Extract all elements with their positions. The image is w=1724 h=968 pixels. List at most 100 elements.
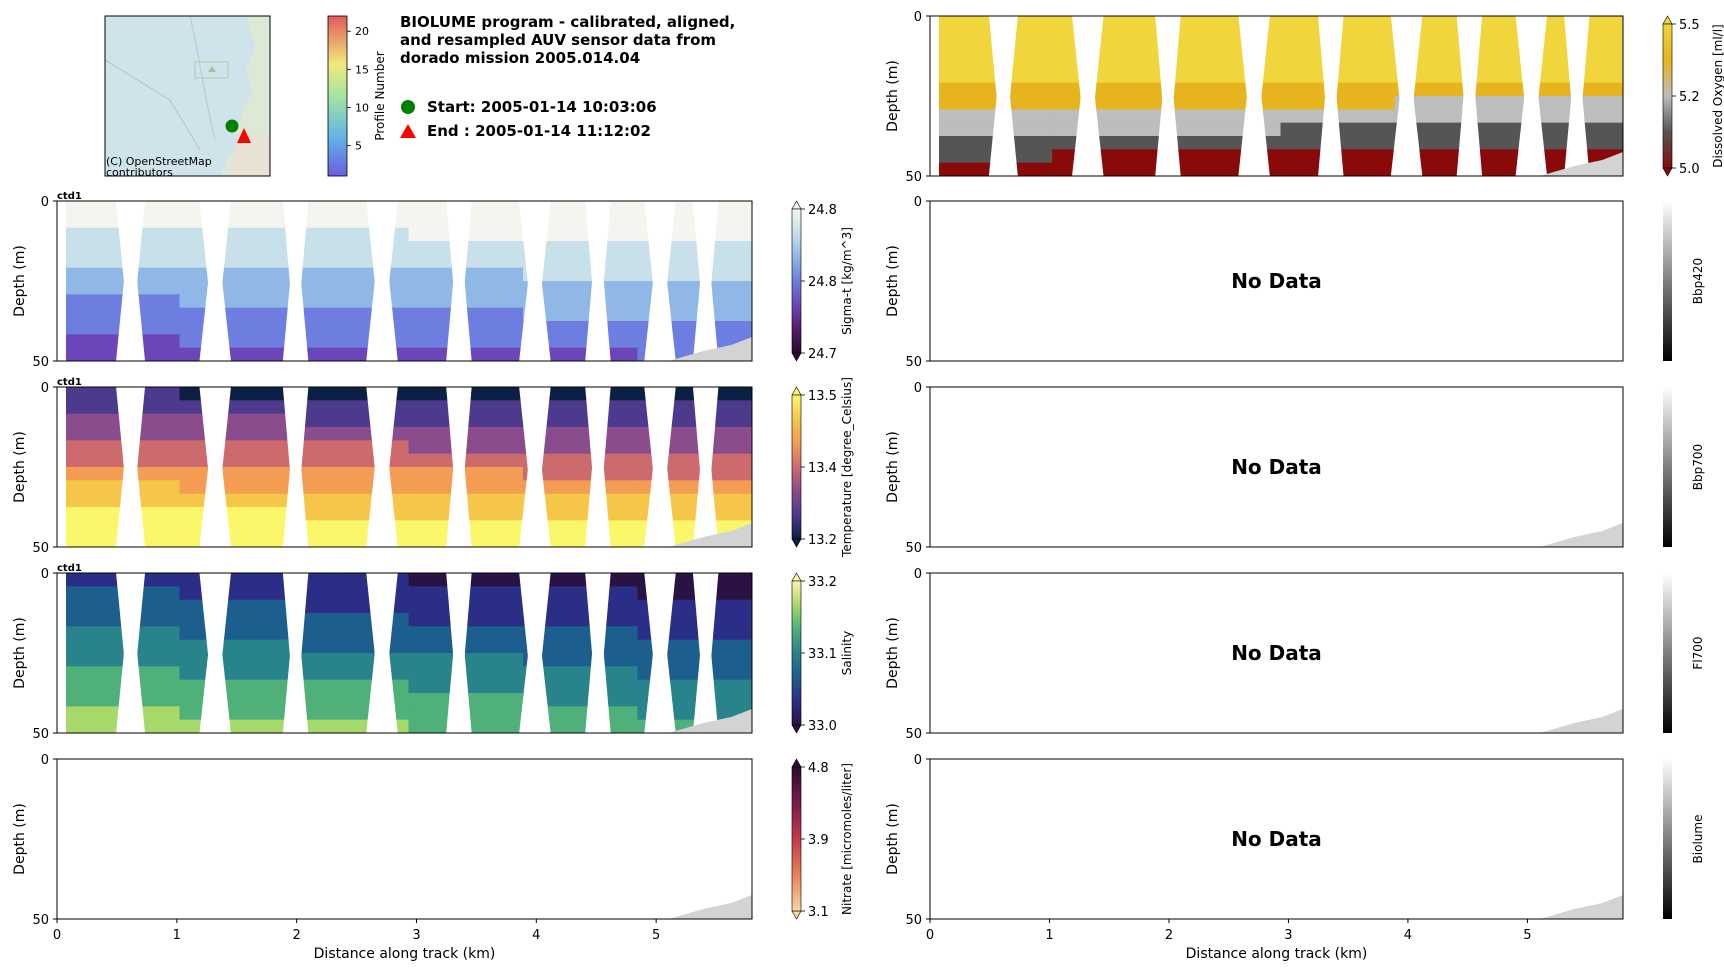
axes-frame — [56, 386, 753, 548]
field-cell — [523, 427, 639, 442]
field-cell — [179, 440, 295, 455]
profile-tick-label: 5 — [355, 140, 362, 153]
field-cell — [1052, 109, 1168, 124]
salinity-gap — [644, 573, 676, 723]
colorbar-label: Sigma-t [kg/m^3] — [840, 227, 854, 335]
colorbar-extend-top — [791, 758, 802, 768]
field-cell — [1394, 42, 1510, 57]
depth-tick-label: 50 — [32, 913, 49, 928]
panel-salinity: 0 50 Depth (m) ctd1 33.2 33.1 33.0 Salinity — [12, 563, 854, 742]
field-cell — [523, 334, 639, 349]
depth-axis-label: Depth (m) — [885, 431, 901, 503]
field-cell — [179, 719, 295, 733]
temperature-gap — [366, 387, 398, 537]
sigma_t-gap — [116, 201, 146, 351]
depth-axis-label: Depth (m) — [12, 245, 28, 317]
field-cell — [523, 254, 639, 269]
field-cell — [523, 679, 639, 694]
salinity-gap — [519, 573, 551, 723]
temperature-gap — [585, 387, 611, 537]
field-cell — [1052, 96, 1168, 111]
depth-tick-label: 0 — [914, 381, 922, 396]
field-cell — [294, 639, 410, 654]
bathymetry — [668, 709, 752, 733]
sensor-tag: ctd1 — [57, 563, 82, 574]
field-cell — [179, 613, 295, 628]
colorbar — [791, 394, 802, 540]
axes-frame — [929, 758, 1624, 920]
colorbar-label: Nitrate [micromoles/liter] — [840, 763, 854, 915]
distance-tick-label: 2 — [1165, 928, 1173, 943]
field-cell — [179, 413, 295, 428]
no-data-text: No Data — [1231, 455, 1322, 479]
field-cell — [179, 467, 295, 482]
plot-area — [57, 201, 752, 361]
depth-tick-label: 0 — [41, 195, 49, 210]
field-cell — [1394, 82, 1510, 97]
panel-fl700: No Data 0 50 Depth (m) Fl700 — [885, 567, 1705, 742]
field-cell — [1052, 162, 1168, 176]
field-cell — [179, 241, 295, 256]
left-margin — [57, 201, 66, 361]
distance-tick-label: 1 — [1045, 928, 1053, 943]
colorbar-tick-label: 3.9 — [808, 833, 829, 848]
depth-tick-label: 50 — [32, 727, 49, 742]
colorbar-tick-label: 3.1 — [808, 905, 829, 920]
distance-tick-label: 5 — [652, 928, 660, 943]
colorbar — [791, 208, 802, 354]
colorbar — [1662, 23, 1673, 169]
plot-area: No Data — [1231, 269, 1322, 293]
distance-tick-label: 4 — [1404, 928, 1412, 943]
field-cell — [523, 467, 639, 482]
plot-area — [668, 895, 752, 919]
field-cell — [523, 626, 639, 641]
field-cell — [938, 82, 1054, 97]
field-cell — [179, 493, 295, 508]
field-cell — [408, 639, 524, 654]
left-margin — [57, 573, 66, 733]
field-cell — [1394, 29, 1510, 44]
axes-frame — [929, 386, 1624, 548]
depth-tick-label: 50 — [32, 355, 49, 370]
oxygen-gap — [1390, 16, 1423, 166]
axes-frame — [929, 15, 1624, 177]
colorbar — [1663, 201, 1672, 361]
bathymetry — [1539, 152, 1623, 176]
depth-tick-label: 0 — [914, 10, 922, 25]
salinity-gap — [446, 573, 472, 723]
sigma_t-gap — [366, 201, 398, 351]
field-cell — [1166, 96, 1282, 111]
oxygen-gap — [1564, 16, 1590, 166]
oxygen-gap — [988, 16, 1018, 166]
field-cell — [523, 440, 639, 455]
field-cell — [1052, 56, 1168, 71]
colorbar-tick-label: 24.7 — [808, 347, 837, 362]
field-cell — [65, 467, 181, 482]
field-cell — [294, 626, 410, 641]
field-cell — [179, 307, 295, 322]
oxygen-gap — [1238, 16, 1270, 166]
field-cell — [294, 254, 410, 269]
depth-tick-label: 0 — [914, 753, 922, 768]
field-cell — [523, 413, 639, 428]
temperature-gap — [644, 387, 676, 537]
field-cell — [408, 281, 524, 296]
depth-tick-label: 0 — [41, 567, 49, 582]
field-cell — [523, 227, 639, 242]
field-cell — [179, 639, 295, 654]
field-cell — [1394, 136, 1510, 151]
bathymetry — [668, 337, 752, 361]
temperature-gap — [519, 387, 551, 537]
field-cell — [294, 666, 410, 681]
depth-axis-label: Depth (m) — [12, 617, 28, 689]
field-cell — [523, 214, 639, 229]
axes-frame — [56, 572, 753, 734]
field-cell — [294, 453, 410, 468]
salinity-gap — [366, 573, 398, 723]
field-cell — [179, 520, 295, 535]
panel-oxygen: 0 50 Depth (m) 5.5 5.2 5.0 Dissolved Oxygen [m… — [885, 10, 1724, 185]
sigma_t-gap — [446, 201, 472, 351]
field-cell — [179, 573, 295, 588]
field-cell — [179, 666, 295, 681]
